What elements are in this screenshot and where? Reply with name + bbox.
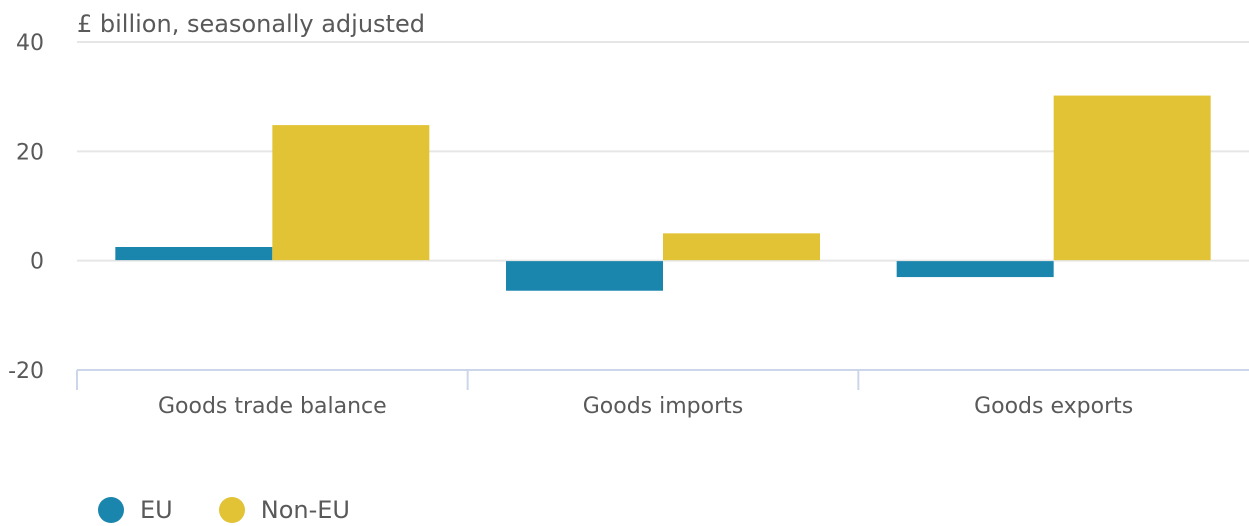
x-category-label: Goods trade balance	[158, 394, 387, 419]
y-axis-tick-labels: 40 20 0 -20	[8, 31, 44, 384]
bar-eu-1[interactable]	[506, 260, 663, 291]
legend-swatch-eu	[98, 497, 124, 523]
y-tick-label: 0	[30, 250, 44, 275]
x-category-label: Goods exports	[974, 394, 1133, 419]
bars	[77, 95, 1249, 291]
bar-eu-0[interactable]	[115, 247, 273, 261]
bar-non-eu-1[interactable]	[663, 233, 820, 261]
bar-non-eu-2[interactable]	[1053, 95, 1211, 261]
legend-swatch-non-eu	[218, 497, 245, 523]
y-tick-label: -20	[8, 359, 44, 384]
legend-item-non-eu[interactable]: Non-EU	[218, 496, 350, 524]
x-axis-category-labels: Goods trade balance Goods imports Goods ex…	[158, 394, 1133, 419]
x-category-label: Goods imports	[583, 394, 744, 419]
x-axis	[76, 369, 1249, 390]
y-axis-unit-label: £ billion, seasonally adjusted	[77, 10, 425, 38]
y-tick-label: 40	[16, 31, 44, 56]
legend-label-non-eu: Non-EU	[260, 496, 350, 524]
legend-label-eu: EU	[140, 496, 173, 524]
bar-non-eu-0[interactable]	[272, 125, 430, 261]
bar-eu-2[interactable]	[896, 260, 1054, 278]
legend-item-eu[interactable]: EU	[98, 497, 173, 523]
legend: EU Non-EU	[98, 497, 396, 523]
y-tick-label: 20	[16, 140, 44, 165]
